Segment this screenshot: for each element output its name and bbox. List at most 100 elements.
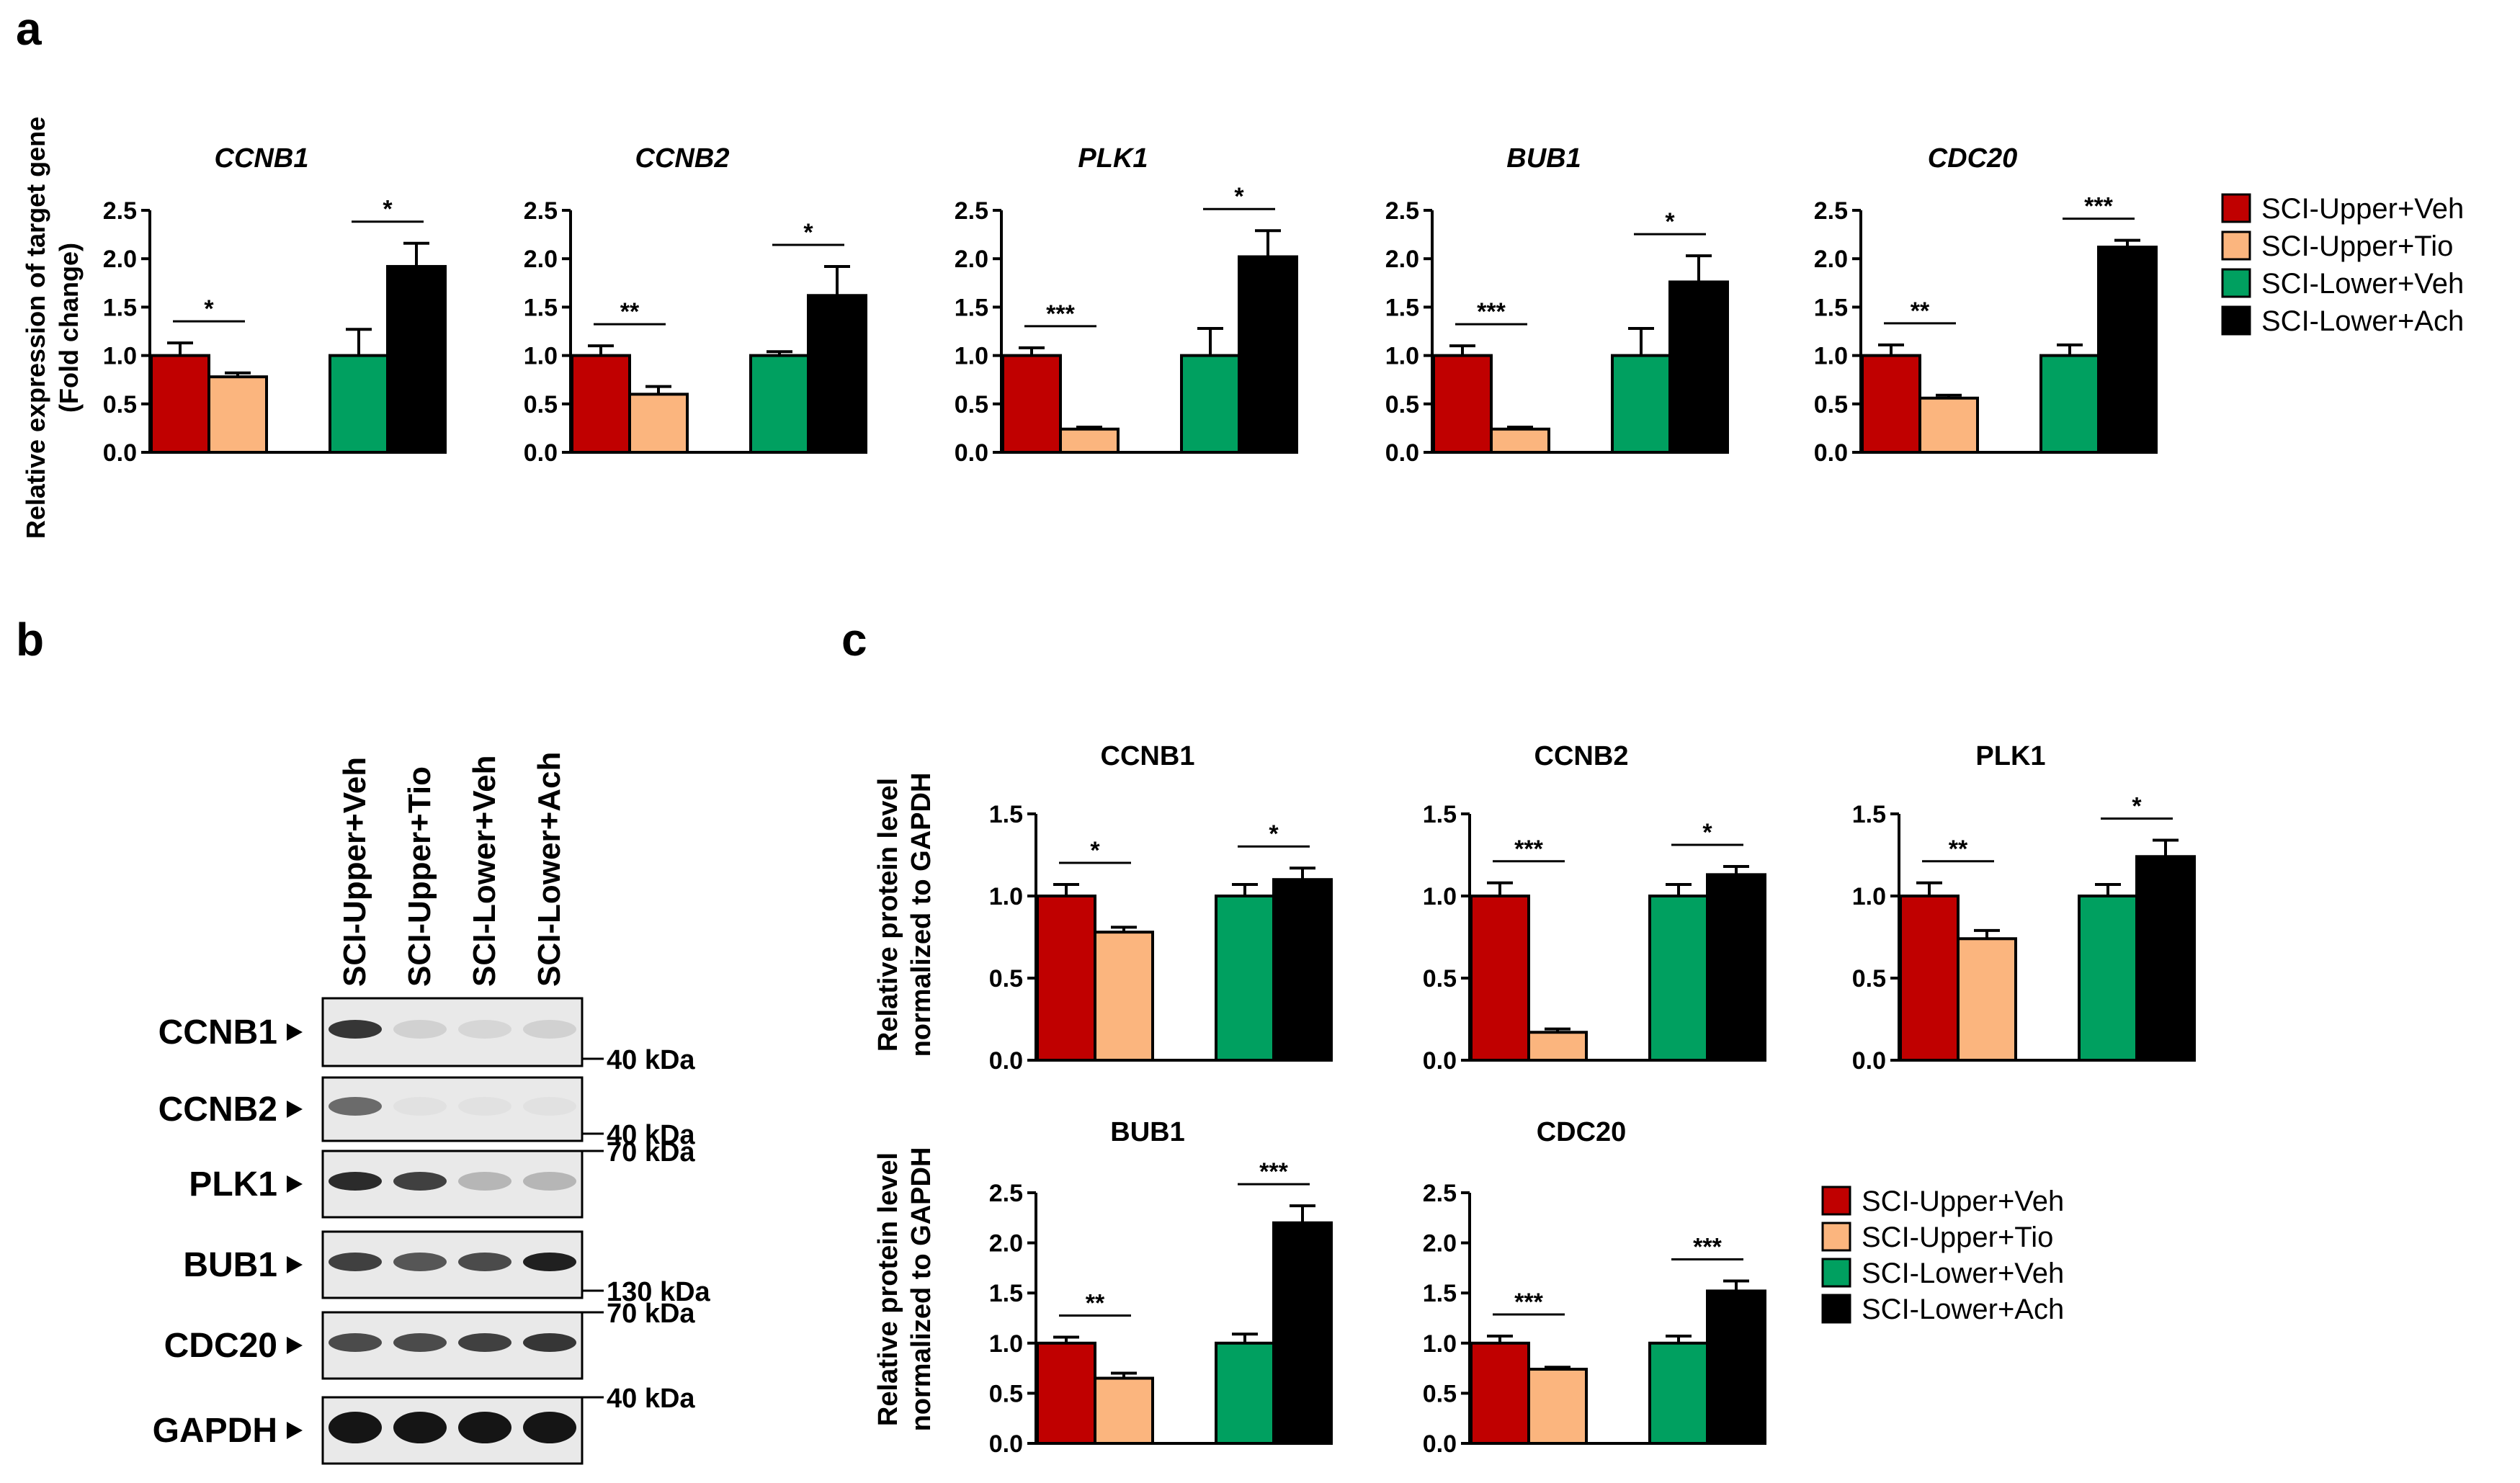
bar-2 bbox=[1527, 1367, 1588, 1445]
bar-4 bbox=[1238, 255, 1298, 454]
legend-label-3: SCI-Lower+Veh bbox=[2261, 268, 2464, 300]
y-tick-label: 0.5 bbox=[103, 391, 137, 418]
western-blot: SCI-Upper+Veh SCI-Upper+Tio SCI-Lower+Veh S… bbox=[153, 752, 711, 1465]
blot-band bbox=[329, 1253, 382, 1271]
y-tick-label: 0.0 bbox=[103, 439, 137, 467]
significance-label: * bbox=[204, 295, 214, 323]
panel-c-ylabel-bottom: Relative protein level normalized to GAP… bbox=[873, 1147, 937, 1432]
significance-label: ** bbox=[620, 298, 640, 326]
bar-1 bbox=[1899, 895, 1960, 1062]
y-tick-label: 0.5 bbox=[1385, 391, 1419, 418]
arrowhead-icon bbox=[287, 1101, 303, 1118]
legend-label-2: SCI-Upper+Tio bbox=[1862, 1222, 2053, 1253]
significance-label: * bbox=[1090, 837, 1100, 864]
y-tick-label: 1.5 bbox=[1423, 1280, 1457, 1307]
y-tick-label: 1.0 bbox=[955, 343, 988, 370]
chart-c-cdc20: CDC20 0.0 0.5 1.0 1.5 2.0 2.5 *** *** bbox=[1423, 1117, 1766, 1458]
y-tick-label: 0.5 bbox=[1423, 965, 1457, 993]
chart-title: CCNB2 bbox=[635, 143, 730, 174]
size-marker-label: 130 kDa bbox=[607, 1277, 711, 1307]
bar-3 bbox=[1648, 1341, 1709, 1446]
bar-4 bbox=[1272, 878, 1333, 1062]
blot-band bbox=[458, 1412, 511, 1443]
chart-title: CCNB1 bbox=[215, 143, 309, 174]
legend-swatch-4 bbox=[1821, 1294, 1851, 1324]
bar-3 bbox=[2039, 354, 2100, 454]
bar-1 bbox=[1470, 1341, 1530, 1446]
blot-protein-label: CDC20 bbox=[164, 1327, 277, 1365]
bar-4 bbox=[807, 294, 867, 454]
y-tick-label: 0.5 bbox=[989, 1380, 1023, 1407]
bar-4 bbox=[386, 264, 447, 454]
chart-title: CCNB2 bbox=[1534, 741, 1629, 771]
panel-a-ylabel-line2: (Fold change) bbox=[54, 243, 84, 413]
blot-band bbox=[523, 1253, 576, 1271]
y-tick-label: 0.0 bbox=[989, 1047, 1023, 1075]
y-tick-label: 0.5 bbox=[955, 391, 988, 418]
legend-swatch-3 bbox=[1821, 1258, 1851, 1288]
chart-a-ccnb1: CCNB1 0.0 0.5 1.0 1.5 2.0 2.5 * * bbox=[103, 143, 447, 467]
blot-protein-label: BUB1 bbox=[183, 1246, 277, 1284]
bar-3 bbox=[1648, 895, 1709, 1062]
y-tick-label: 1.0 bbox=[103, 343, 137, 370]
blot-band bbox=[523, 1097, 576, 1116]
blot-protein-label: PLK1 bbox=[189, 1165, 277, 1204]
y-tick-label: 0.5 bbox=[1423, 1380, 1457, 1407]
significance-label: * bbox=[1234, 183, 1244, 210]
blot-band bbox=[393, 1172, 447, 1191]
blot-row-plk1: PLK1 70 kDa bbox=[189, 1137, 695, 1219]
blot-row-bub1: BUB1 130 kDa bbox=[183, 1230, 711, 1307]
y-tick-label: 1.5 bbox=[524, 294, 558, 321]
bar-4 bbox=[1272, 1221, 1333, 1445]
bar-1 bbox=[1432, 354, 1493, 454]
bar-4 bbox=[1706, 873, 1766, 1062]
blot-lane-label-3: SCI-Lower+Veh bbox=[467, 755, 502, 987]
arrowhead-icon bbox=[287, 1422, 303, 1439]
bar-2 bbox=[1490, 427, 1550, 454]
y-tick-label: 0.5 bbox=[1852, 965, 1886, 993]
y-tick-label: 1.5 bbox=[1814, 294, 1848, 321]
blot-band bbox=[458, 1172, 511, 1191]
y-tick-label: 0.0 bbox=[955, 439, 988, 467]
chart-title: PLK1 bbox=[1975, 741, 2045, 771]
y-tick-label: 1.5 bbox=[989, 801, 1023, 828]
significance-label: ** bbox=[1911, 297, 1930, 325]
y-tick-label: 2.5 bbox=[524, 197, 558, 225]
blot-band bbox=[458, 1097, 511, 1116]
panel-c-ylabel-bottom-line2: normalized to GAPDH bbox=[906, 1147, 937, 1432]
chart-title: CDC20 bbox=[1928, 143, 2018, 174]
y-tick-label: 2.0 bbox=[103, 246, 137, 273]
legend-swatch-1 bbox=[1821, 1186, 1851, 1216]
blot-row-gapdh: GAPDH 40 kDa bbox=[153, 1384, 695, 1465]
chart-title: BUB1 bbox=[1110, 1117, 1184, 1147]
bar-1 bbox=[1001, 354, 1062, 454]
y-tick-label: 1.5 bbox=[989, 1280, 1023, 1307]
arrowhead-icon bbox=[287, 1337, 303, 1354]
blot-band bbox=[329, 1412, 382, 1443]
panel-label-a: a bbox=[16, 3, 42, 55]
y-tick-label: 2.0 bbox=[1423, 1230, 1457, 1258]
y-tick-label: 0.0 bbox=[1423, 1047, 1457, 1075]
panel-c-ylabel-top-line2: normalized to GAPDH bbox=[906, 773, 937, 1057]
size-marker-label: 40 kDa bbox=[607, 1120, 695, 1150]
blot-band bbox=[523, 1020, 576, 1039]
bar-1 bbox=[1036, 895, 1096, 1062]
legend-panel-a: SCI-Upper+Veh SCI-Upper+Tio SCI-Lower+Veh S… bbox=[2221, 193, 2464, 337]
y-tick-label: 2.0 bbox=[955, 246, 988, 273]
significance-label: * bbox=[383, 196, 393, 223]
panel-c-ylabel-bottom-line1: Relative protein level bbox=[873, 1152, 903, 1426]
chart-title: BUB1 bbox=[1506, 143, 1581, 174]
y-tick-label: 1.5 bbox=[1385, 294, 1419, 321]
blot-band bbox=[329, 1333, 382, 1352]
panel-c-ylabel-top-line1: Relative protein level bbox=[873, 778, 903, 1052]
legend-panel-c: SCI-Upper+Veh SCI-Upper+Tio SCI-Lower+Veh S… bbox=[1821, 1186, 2064, 1325]
significance-label: *** bbox=[2084, 193, 2113, 220]
blot-lane-label-1: SCI-Upper+Veh bbox=[337, 757, 372, 987]
panel-label-b: b bbox=[16, 614, 44, 666]
chart-title: CDC20 bbox=[1537, 1117, 1627, 1147]
y-tick-label: 1.5 bbox=[955, 294, 988, 321]
bar-2 bbox=[207, 375, 268, 454]
